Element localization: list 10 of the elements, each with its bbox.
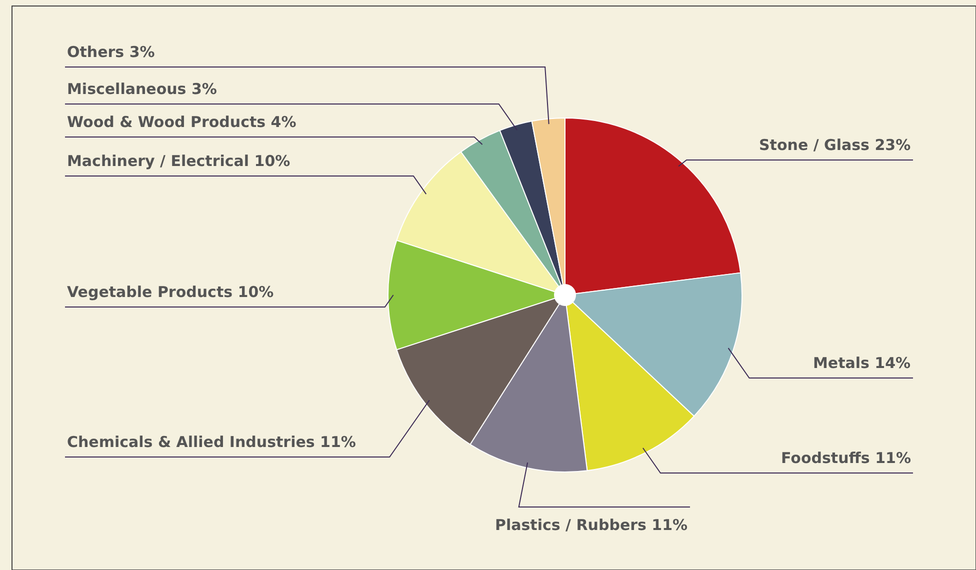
slice-label: Vegetable Products 10% [67,283,274,301]
slice-label: Machinery / Electrical 10% [67,152,290,170]
slice-label: Plastics / Rubbers 11% [495,516,688,534]
slice-label: Stone / Glass 23% [759,136,911,154]
slice-label: Miscellaneous 3% [67,80,217,98]
slice-label: Wood & Wood Products 4% [67,113,296,131]
slice-label: Metals 14% [813,354,911,372]
slice-label: Chemicals & Allied Industries 11% [67,433,356,451]
slice-label: Foodstuffs 11% [781,449,911,467]
slice-label: Others 3% [67,43,155,61]
